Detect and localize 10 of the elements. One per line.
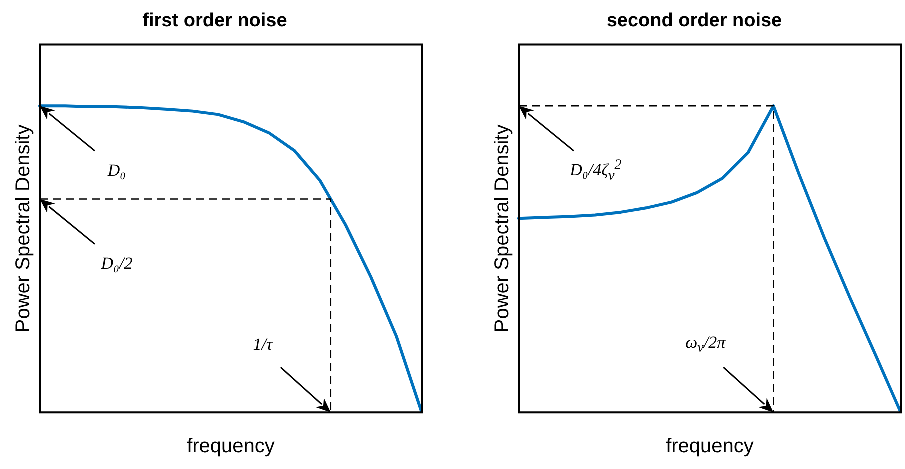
x-axis-title: frequency (666, 436, 754, 458)
annotation: D₀ (108, 161, 126, 182)
chart-title: first order noise (142, 10, 288, 32)
chart-title: second order noise (606, 10, 782, 32)
x-axis-title: frequency (187, 436, 275, 458)
ref-line-label: ω$_{ν}$/2π (686, 332, 726, 357)
annotation: D₀/2 (101, 254, 133, 274)
ref-line-label: 1/τ (253, 334, 273, 355)
y-axis-title: Power Spectral Density (492, 124, 514, 333)
y-axis-title: Power Spectral Density (12, 124, 35, 333)
